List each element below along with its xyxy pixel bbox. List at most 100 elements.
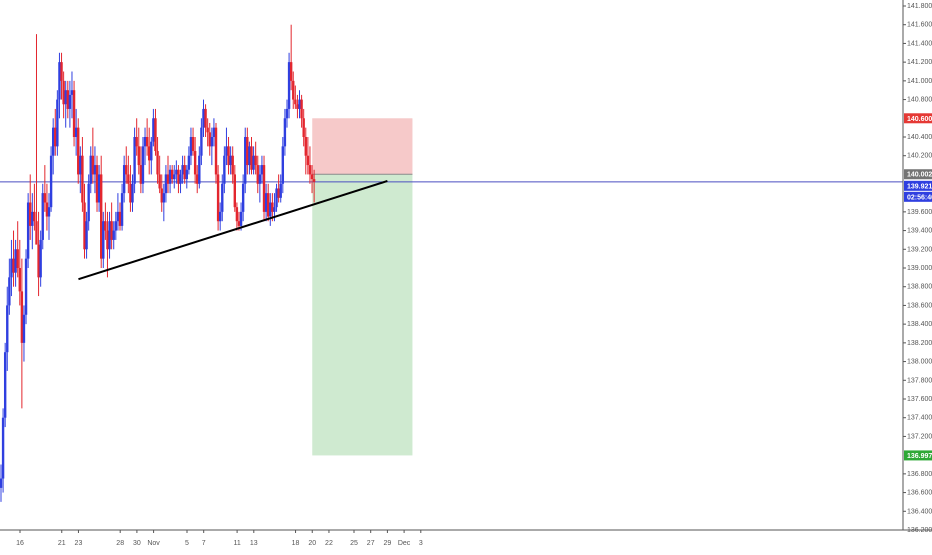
y-tick-label: 140.400 — [907, 134, 932, 141]
candle-body — [202, 108, 205, 128]
x-tick-label: 23 — [75, 540, 83, 547]
candle-body — [110, 221, 113, 240]
x-tick-label: 18 — [292, 540, 300, 547]
last-price-tag-bg — [904, 180, 932, 191]
candle-body — [233, 174, 236, 208]
y-tick-label: 138.800 — [907, 284, 932, 291]
candle-body — [29, 202, 32, 226]
x-tick-label: 27 — [367, 540, 375, 547]
candle-body — [281, 146, 285, 184]
x-tick-label: 11 — [233, 540, 240, 547]
candle-body — [166, 174, 170, 184]
stop-loss-zone[interactable] — [312, 118, 413, 175]
y-tick-label: 141.400 — [907, 40, 932, 47]
candle-body — [135, 137, 138, 147]
candle-body — [204, 108, 207, 128]
candle-body — [62, 80, 65, 105]
target-price-tag: 136.997 — [907, 453, 932, 460]
candle-body — [256, 165, 259, 184]
candle-body — [120, 193, 124, 226]
candle-body — [248, 146, 251, 166]
candle-body — [18, 268, 21, 292]
candle-body — [181, 165, 184, 175]
candle-body — [221, 183, 224, 212]
candle-body — [198, 155, 201, 184]
y-tick-label: 136.200 — [907, 527, 932, 534]
candle-body — [252, 155, 255, 170]
candle-body — [269, 202, 272, 217]
candle-body — [258, 174, 262, 184]
candle-body — [296, 104, 299, 109]
y-tick-label: 136.400 — [907, 508, 932, 515]
candle-body — [20, 291, 24, 343]
candle-body — [173, 174, 176, 180]
candle-body — [143, 137, 147, 147]
candle-body — [277, 188, 280, 198]
entry-price-tag-bg — [904, 169, 932, 180]
x-tick-label: 13 — [250, 540, 258, 547]
candle-body — [289, 62, 293, 81]
candle-body — [112, 230, 115, 240]
candle-body — [141, 146, 145, 184]
candle-body — [160, 188, 163, 203]
candle-body — [183, 165, 186, 180]
candle-body — [308, 165, 312, 175]
candle-body — [26, 202, 30, 259]
candle-body — [60, 62, 63, 81]
candle-body — [279, 183, 282, 198]
candle-body — [22, 314, 26, 343]
candle-body — [304, 137, 307, 156]
y-tick-label: 138.600 — [907, 302, 932, 309]
candle-body — [66, 90, 69, 109]
y-tick-label: 141.200 — [907, 59, 932, 66]
trendline[interactable] — [78, 180, 388, 281]
take-profit-zone[interactable] — [312, 174, 413, 456]
candle-body — [287, 62, 291, 109]
candle-body — [45, 202, 49, 217]
x-tick-label: 22 — [325, 540, 333, 547]
y-tick-label: 137.200 — [907, 433, 932, 440]
candle-body — [210, 137, 214, 147]
candle-body — [193, 151, 197, 175]
candle-body — [300, 99, 303, 119]
candle-body — [0, 478, 3, 488]
candle-body — [85, 221, 88, 250]
candle-body — [239, 211, 243, 226]
candle-body — [150, 141, 153, 161]
x-tick-label: 20 — [308, 540, 316, 547]
candle-body — [116, 211, 120, 222]
candle-body — [83, 202, 86, 250]
candle-body — [127, 174, 130, 184]
last-price-tag: 139.921 — [907, 183, 932, 190]
y-tick-label: 141.600 — [907, 22, 932, 29]
x-tick-label: 29 — [384, 540, 392, 547]
candle-body — [206, 127, 209, 133]
candle-body — [125, 165, 128, 175]
candle-body — [33, 211, 36, 222]
candle-body — [8, 277, 11, 306]
candle-body — [89, 155, 92, 184]
candle-body — [298, 99, 301, 109]
y-tick-label: 138.400 — [907, 321, 932, 328]
x-tick-label: 16 — [16, 540, 24, 547]
candle-body — [212, 127, 216, 137]
candle-body — [246, 137, 249, 166]
candle-body — [244, 137, 247, 184]
candle-body — [271, 202, 274, 212]
candle-body — [250, 146, 253, 170]
candle-body — [106, 230, 109, 250]
y-tick-label: 138.200 — [907, 340, 932, 347]
candle-body — [37, 244, 40, 278]
candle-body — [196, 174, 199, 184]
candle-body — [156, 151, 159, 175]
candle-body — [177, 169, 180, 184]
y-tick-label: 141.000 — [907, 78, 932, 85]
candle-body — [102, 221, 105, 259]
candle-body — [254, 155, 257, 166]
candle-body — [129, 183, 132, 203]
candle-body — [3, 352, 7, 418]
candle-body — [218, 211, 222, 222]
candle-body — [237, 221, 241, 226]
candle-body — [14, 249, 17, 273]
